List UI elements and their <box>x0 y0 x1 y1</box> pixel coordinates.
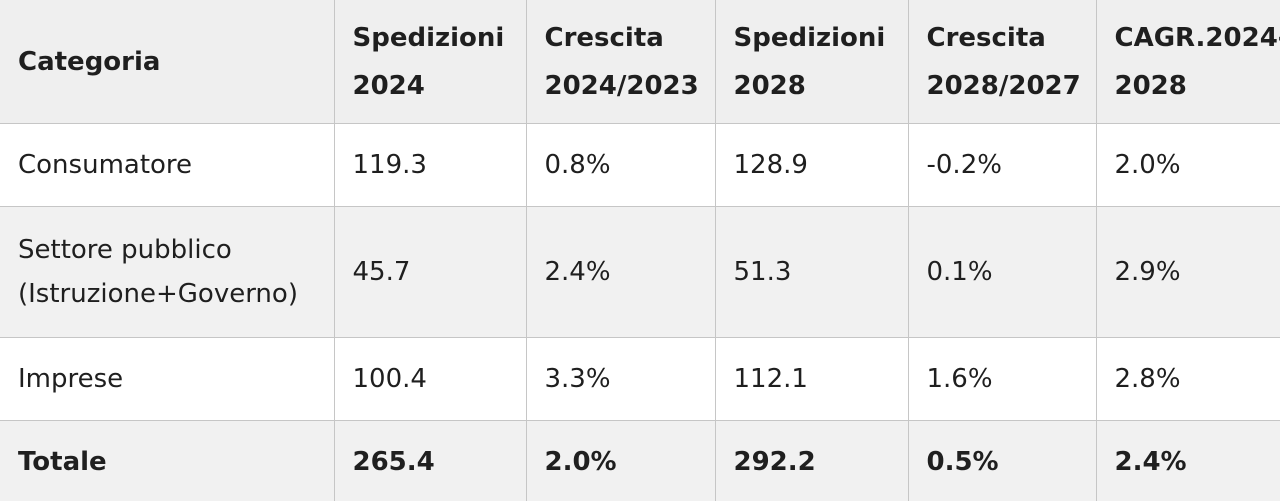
cell-crescita-2024-2023: 0.8% <box>525 123 716 207</box>
cell-spedizioni-2024: 119.3 <box>333 123 527 207</box>
header-crescita-2028-2027: Crescita 2028/2027 <box>907 0 1097 124</box>
cell-cagr: 2.4% <box>1095 420 1280 501</box>
cell-spedizioni-2028: 292.2 <box>714 420 909 501</box>
table-row-settore-pubblico: Settore pubblico (Istruzione+Governo) 45… <box>0 206 1280 338</box>
cell-spedizioni-2024: 265.4 <box>333 420 527 501</box>
cell-crescita-2028-2027: 0.5% <box>907 420 1097 501</box>
cell-cagr: 2.8% <box>1095 337 1280 421</box>
cell-category: Consumatore <box>0 123 335 207</box>
cell-spedizioni-2024: 45.7 <box>333 206 527 338</box>
table-row-consumatore: Consumatore 119.3 0.8% 128.9 -0.2% 2.0% <box>0 123 1280 207</box>
header-spedizioni-2028: Spedizioni 2028 <box>714 0 909 124</box>
table-row-imprese: Imprese 100.4 3.3% 112.1 1.6% 2.8% <box>0 337 1280 421</box>
header-row: Categoria Spedizioni 2024 Crescita 2024/… <box>0 0 1280 124</box>
cell-spedizioni-2028: 51.3 <box>714 206 909 338</box>
cell-spedizioni-2028: 128.9 <box>714 123 909 207</box>
cell-crescita-2024-2023: 3.3% <box>525 337 716 421</box>
header-cagr-2024-2028: CAGR.2024- 2028 <box>1095 0 1280 124</box>
cell-crescita-2024-2023: 2.0% <box>525 420 716 501</box>
cell-spedizioni-2028: 112.1 <box>714 337 909 421</box>
cell-crescita-2024-2023: 2.4% <box>525 206 716 338</box>
cell-crescita-2028-2027: -0.2% <box>907 123 1097 207</box>
cell-category: Settore pubblico (Istruzione+Governo) <box>0 206 335 338</box>
cell-crescita-2028-2027: 1.6% <box>907 337 1097 421</box>
header-categoria: Categoria <box>0 0 335 124</box>
cell-category: Imprese <box>0 337 335 421</box>
cell-cagr: 2.9% <box>1095 206 1280 338</box>
cell-total-label: Totale <box>0 420 335 501</box>
header-crescita-2024-2023: Crescita 2024/2023 <box>525 0 716 124</box>
cell-cagr: 2.0% <box>1095 123 1280 207</box>
cell-spedizioni-2024: 100.4 <box>333 337 527 421</box>
header-spedizioni-2024: Spedizioni 2024 <box>333 0 527 124</box>
cell-crescita-2028-2027: 0.1% <box>907 206 1097 338</box>
table-row-totale: Totale 265.4 2.0% 292.2 0.5% 2.4% <box>0 420 1280 501</box>
